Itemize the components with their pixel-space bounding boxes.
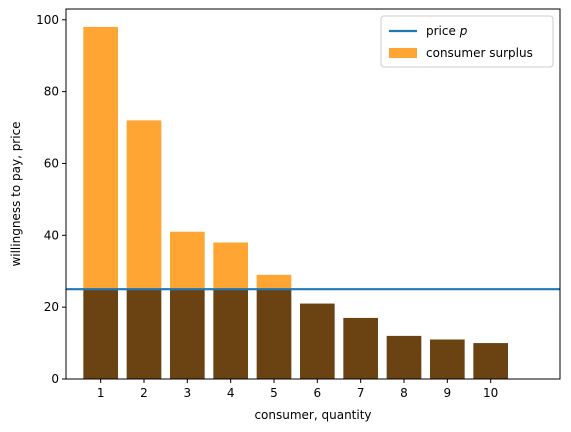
y-tick-label-0: 0: [51, 372, 59, 386]
legend-label-price-text: price: [426, 24, 456, 38]
price-bar-1: [83, 289, 118, 379]
bars: [83, 26, 508, 379]
price-bar-6: [300, 303, 335, 379]
x-axis-ticks: 1 2 3 4 5 6 7 8 9 10: [97, 379, 498, 400]
legend-swatch-surplus: [389, 48, 417, 58]
x-tick-label-8: 8: [400, 386, 408, 400]
x-tick-label-1: 1: [97, 386, 105, 400]
x-tick-label-4: 4: [227, 386, 235, 400]
y-tick-label-80: 80: [44, 85, 59, 99]
x-tick-label-6: 6: [314, 386, 322, 400]
x-tick-label-9: 9: [444, 386, 452, 400]
y-axis-ticks: 0 20 40 60 80 100: [36, 13, 66, 386]
legend-label-surplus: consumer surplus: [426, 46, 533, 60]
legend-box: [380, 15, 554, 68]
y-tick-label-60: 60: [44, 156, 59, 170]
surplus-bar-2: [126, 120, 162, 290]
x-tick-label-2: 2: [140, 386, 148, 400]
surplus-bar-5: [256, 274, 292, 290]
price-bar-9: [430, 339, 465, 379]
price-bar-7: [343, 317, 378, 379]
x-tick-label-5: 5: [270, 386, 278, 400]
x-tick-label-10: 10: [483, 386, 498, 400]
x-tick-label-7: 7: [357, 386, 365, 400]
surplus-bar-1: [83, 26, 118, 290]
surplus-bar-3: [170, 231, 205, 290]
price-bar-10: [473, 343, 508, 379]
price-bar-3: [170, 289, 205, 379]
price-bar-2: [126, 289, 162, 379]
legend-label-price: price p: [426, 24, 468, 38]
price-bar-8: [386, 335, 422, 379]
axes-frame: [65, 8, 561, 380]
surplus-bar-4: [213, 242, 248, 290]
y-tick-label-100: 100: [36, 13, 59, 27]
price-bar-4: [213, 289, 248, 379]
y-tick-label-40: 40: [44, 228, 59, 242]
y-axis-label: willingness to pay, price: [9, 121, 23, 266]
x-tick-label-3: 3: [184, 386, 192, 400]
y-tick-label-20: 20: [44, 300, 59, 314]
legend-label-price-symbol: p: [459, 24, 468, 38]
legend: price p consumer surplus: [380, 15, 554, 68]
price-bar-5: [256, 289, 292, 379]
x-axis-label: consumer, quantity: [254, 408, 371, 422]
